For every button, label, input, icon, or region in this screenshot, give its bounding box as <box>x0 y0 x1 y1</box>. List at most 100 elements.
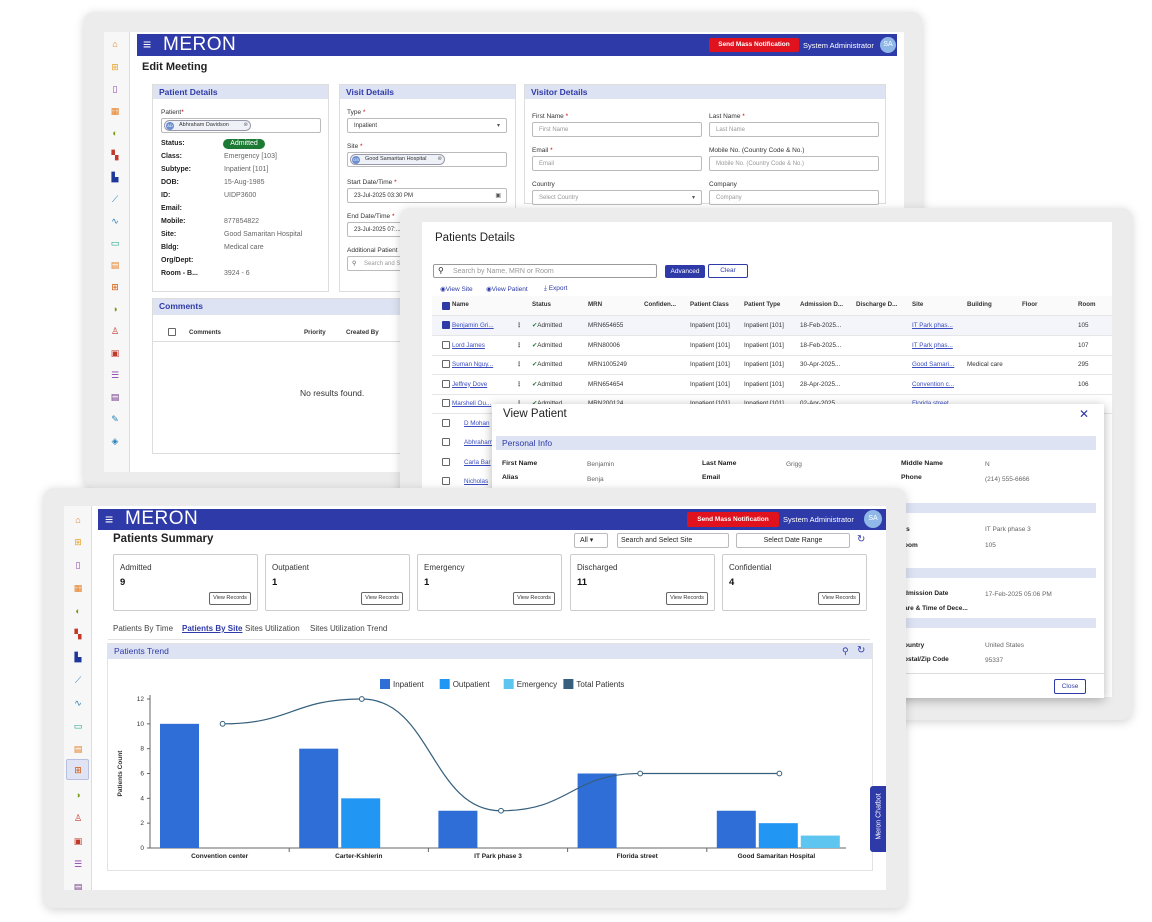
column-header[interactable]: Name <box>452 301 469 308</box>
table-row[interactable]: Jeffrey Dove ⋮ ✔Admitted MRN654654 Inpatient… <box>432 375 1112 395</box>
start-date-field[interactable]: 23-Jul-2025 03:30 PM ▣ <box>347 188 507 203</box>
card-icon[interactable]: ▣ <box>110 348 120 358</box>
user-name[interactable]: System Administrator <box>783 515 854 524</box>
row-checkbox[interactable] <box>442 321 450 329</box>
site-search-input[interactable]: Search and Select Site <box>617 533 729 548</box>
site-link[interactable]: IT Park phas... <box>912 341 953 349</box>
row-checkbox[interactable] <box>442 477 450 485</box>
clipboard-icon[interactable]: ▯ <box>75 560 81 570</box>
send-mass-notification-button[interactable]: Send Mass Notification <box>709 38 799 52</box>
monitor-icon[interactable]: ▭ <box>73 721 83 731</box>
row-menu-icon[interactable]: ⋮ <box>516 361 523 368</box>
chip-remove-icon[interactable]: ⊗ <box>243 122 248 128</box>
view-records-button[interactable]: View Records <box>513 592 555 605</box>
wave-icon[interactable]: ∿ <box>74 698 82 708</box>
close-icon[interactable]: ✕ <box>1079 407 1090 421</box>
patient-name-link[interactable]: D Mohan <box>464 419 490 427</box>
trend-icon[interactable]: ⟋ <box>74 675 82 685</box>
tab-sites-utilization[interactable]: Sites Utilization <box>245 624 300 633</box>
row-checkbox[interactable] <box>442 399 450 407</box>
avatar[interactable]: SA <box>864 510 882 528</box>
grid-icon[interactable]: ▦ <box>73 583 83 593</box>
graduation-icon[interactable]: ◈ <box>111 436 119 446</box>
column-header[interactable]: Discharge D... <box>856 301 898 308</box>
layout-icon[interactable]: ▙ <box>74 652 82 662</box>
patient-name-link[interactable]: Marshell Ou... <box>452 400 492 407</box>
archive-icon[interactable]: ▤ <box>73 744 83 754</box>
person-icon[interactable]: ♙ <box>73 813 83 823</box>
hierarchy-icon[interactable]: ⊞ <box>74 537 82 547</box>
plus-square-icon[interactable]: ⊞ <box>111 282 119 292</box>
trend-icon[interactable]: ⟋ <box>111 194 119 204</box>
column-header[interactable]: Building <box>967 301 992 308</box>
site-link[interactable]: Good Samari... <box>912 361 955 368</box>
search-box[interactable]: ⚲ Search by Name, MRN or Room <box>433 264 657 278</box>
close-button[interactable]: Close <box>1054 679 1086 694</box>
table-row[interactable]: Suman Nguy... ⋮ ✔Admitted MRN1005249 Inpatie… <box>432 355 1112 375</box>
send-mass-notification-button[interactable]: Send Mass Notification <box>687 512 779 527</box>
column-header[interactable]: Floor <box>1022 301 1038 308</box>
col-priority[interactable]: Priority <box>304 329 326 336</box>
table-row[interactable]: Lord James ⋮ ✔Admitted MRN80006 Inpatient [1… <box>432 336 1112 356</box>
chip-remove-icon[interactable]: ⊗ <box>437 156 442 162</box>
table-row[interactable]: Benjamin Gri... ⋮ ✔Admitted MRN654655 Inpati… <box>432 316 1112 336</box>
column-header[interactable]: MRN <box>588 301 603 308</box>
layout-icon[interactable]: ▙ <box>111 172 119 182</box>
refresh-icon[interactable]: ↻ <box>857 534 866 545</box>
column-header[interactable]: Patient Class <box>690 301 729 308</box>
last-name-input[interactable]: Last Name <box>709 122 879 137</box>
monitor-icon[interactable]: ▭ <box>110 238 120 248</box>
col-created-by[interactable]: Created By <box>346 329 379 336</box>
company-input[interactable]: Company <box>709 190 879 205</box>
column-header[interactable]: Status <box>532 301 551 308</box>
patient-name-link[interactable]: Benjamin Gri... <box>452 322 494 329</box>
refresh-icon[interactable]: ↻ <box>857 645 866 656</box>
row-checkbox[interactable] <box>442 360 450 368</box>
dashboard-icon[interactable]: ▚ <box>74 629 82 639</box>
dashboard-icon[interactable]: ▚ <box>111 150 119 160</box>
select-all-checkbox[interactable] <box>442 302 450 310</box>
users-icon[interactable]: ◐ <box>112 128 118 138</box>
column-header[interactable]: Admission D... <box>800 301 843 308</box>
card-icon[interactable]: ▣ <box>73 836 83 846</box>
home-icon[interactable]: ⌂ <box>75 515 81 525</box>
wave-icon[interactable]: ∿ <box>111 216 119 226</box>
view-records-button[interactable]: View Records <box>209 592 251 605</box>
export-action[interactable]: ⤓ Export <box>544 285 568 292</box>
filter-select[interactable]: All ▾ <box>574 533 608 548</box>
user-name[interactable]: System Administrator <box>803 41 874 50</box>
site-link[interactable]: Florida street <box>912 400 962 407</box>
patient-name-link[interactable]: Lord James <box>452 341 485 349</box>
grid-icon[interactable]: ▦ <box>110 106 120 116</box>
person-icon[interactable]: ♙ <box>110 326 120 336</box>
patient-name-link[interactable]: Jeffrey Dove <box>452 380 488 388</box>
patient-name-link[interactable]: Nicholas <box>464 478 489 485</box>
list-icon[interactable]: ☰ <box>110 370 120 380</box>
group-icon[interactable]: ◑ <box>112 304 118 314</box>
hamburger-icon[interactable]: ≡ <box>143 36 152 52</box>
plus-square-icon[interactable]: ⊞ <box>74 765 82 775</box>
report-icon[interactable]: ▤ <box>110 392 120 402</box>
row-menu-icon[interactable]: ⋮ <box>516 400 522 407</box>
select-all-checkbox[interactable] <box>168 328 176 336</box>
zoom-icon[interactable]: ⚲ <box>842 646 849 656</box>
list-icon[interactable]: ☰ <box>73 859 83 869</box>
hamburger-icon[interactable]: ≡ <box>105 511 114 527</box>
col-comments[interactable]: Comments <box>189 329 221 336</box>
tab-patients-by-site[interactable]: Patients By Site <box>182 624 243 633</box>
report-icon[interactable]: ▤ <box>73 882 83 890</box>
hierarchy-icon[interactable]: ⊞ <box>111 62 119 72</box>
row-checkbox[interactable] <box>442 340 450 349</box>
avatar[interactable]: SA <box>880 37 896 53</box>
view-records-button[interactable]: View Records <box>818 592 860 605</box>
view-site-action[interactable]: ◉View Site <box>440 286 473 293</box>
site-chip[interactable]: GS Good Samaritan Hospital ⊗ <box>350 154 445 165</box>
calendar-icon[interactable]: ▣ <box>495 193 501 199</box>
row-checkbox[interactable] <box>442 418 450 427</box>
advanced-button[interactable]: Advanced <box>665 265 705 278</box>
row-checkbox[interactable] <box>442 457 450 466</box>
row-menu-icon[interactable]: ⋮ <box>516 341 523 349</box>
mobile-input[interactable]: Mobile No. (Country Code & No.) <box>709 156 879 171</box>
patient-name-link[interactable]: Suman Nguy... <box>452 361 494 368</box>
clipboard-icon[interactable]: ▯ <box>112 84 118 94</box>
